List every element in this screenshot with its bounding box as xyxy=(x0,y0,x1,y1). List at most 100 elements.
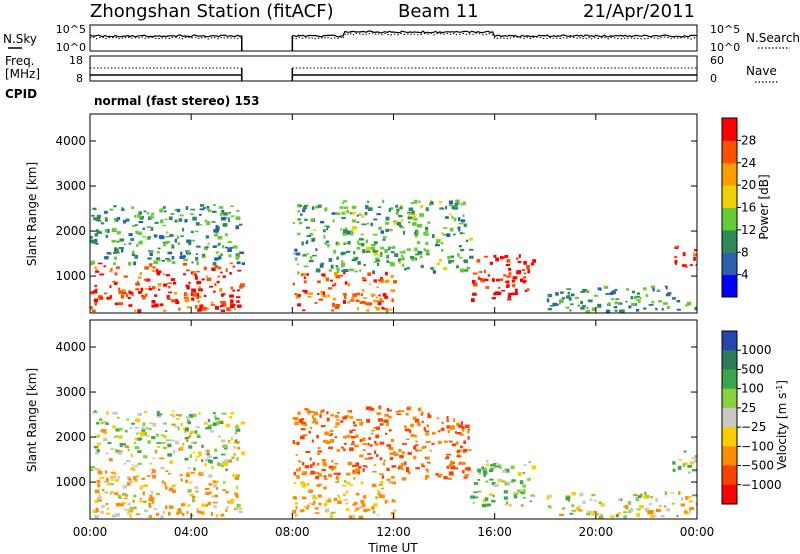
echo-cell-1 xyxy=(207,455,212,458)
echo-cell-2 xyxy=(318,483,322,486)
echo-cell-0 xyxy=(201,471,205,475)
echo-cell-1 xyxy=(160,434,165,437)
echo-cell-4 xyxy=(527,288,530,291)
echo-cell-2 xyxy=(348,515,353,519)
echo-cell-3 xyxy=(441,248,444,252)
echo-cell-4 xyxy=(482,499,487,503)
echo-cell-3 xyxy=(424,233,429,236)
echo-cell-3 xyxy=(405,438,410,441)
echo-cell-1 xyxy=(156,414,160,416)
echo-cell-0 xyxy=(238,507,242,510)
echo-cell-3 xyxy=(412,221,417,226)
echo-cell-4 xyxy=(492,495,495,498)
echo-cell-5 xyxy=(565,496,570,501)
echo-cell-2 xyxy=(375,296,379,299)
echo-cell-0 xyxy=(94,284,97,288)
echo-cell-4 xyxy=(484,269,486,274)
echo-cell-5 xyxy=(622,309,625,313)
echo-cell-1 xyxy=(175,414,179,416)
echo-cell-5 xyxy=(585,309,591,313)
noise-left-tick-bottom: 10^0 xyxy=(56,41,86,54)
echo-cell-3 xyxy=(368,457,374,460)
echo-cell-0 xyxy=(220,271,223,274)
echo-cell-1 xyxy=(196,455,200,458)
echo-cell-0 xyxy=(222,489,226,491)
echo-cell-1 xyxy=(201,444,204,448)
echo-cell-3 xyxy=(340,228,343,231)
echo-cell-3 xyxy=(353,477,356,480)
echo-cell-0 xyxy=(186,511,189,515)
echo-cell-1 xyxy=(193,467,196,471)
echo-cell-1 xyxy=(117,216,121,221)
echo-cell-3 xyxy=(314,421,319,425)
echo-cell-1 xyxy=(137,413,143,416)
echo-cell-2 xyxy=(343,295,347,300)
x-tick-label: 00:00 xyxy=(680,525,715,539)
echo-cell-4 xyxy=(498,464,502,468)
echo-cell-1 xyxy=(100,222,105,225)
echo-cell-3 xyxy=(326,411,329,415)
echo-cell-1 xyxy=(104,210,108,214)
echo-cell-5 xyxy=(567,499,571,502)
echo-cell-0 xyxy=(212,501,218,504)
echo-cell-3 xyxy=(406,469,410,473)
echo-cell-1 xyxy=(117,416,120,419)
echo-cell-1 xyxy=(145,426,149,430)
echo-cell-0 xyxy=(183,273,186,276)
velocity-colorbar-segment xyxy=(722,331,737,351)
echo-cell-0 xyxy=(171,299,176,303)
echo-cell-1 xyxy=(206,208,210,210)
echo-cell-2 xyxy=(355,299,360,303)
echo-cell-4 xyxy=(514,496,518,499)
echo-cell-3 xyxy=(296,263,299,265)
echo-cell-1 xyxy=(235,429,241,432)
echo-cell-3 xyxy=(302,208,306,213)
echo-cell-2 xyxy=(387,308,393,311)
echo-cell-3 xyxy=(352,421,356,424)
echo-cell-0 xyxy=(151,286,156,290)
echo-cell-1 xyxy=(114,435,119,438)
echo-cell-3 xyxy=(354,468,360,473)
echo-cell-4 xyxy=(505,264,510,267)
echo-cell-3 xyxy=(404,461,407,466)
echo-cell-1 xyxy=(140,240,143,243)
echo-cell-3 xyxy=(400,226,405,229)
echo-cell-1 xyxy=(146,212,150,215)
echo-cell-0 xyxy=(213,483,217,488)
echo-cell-0 xyxy=(137,309,142,313)
echo-cell-1 xyxy=(113,262,116,266)
echo-cell-3 xyxy=(373,464,377,466)
echo-cell-0 xyxy=(165,485,168,490)
echo-cell-4 xyxy=(477,276,480,279)
echo-cell-1 xyxy=(225,233,228,237)
echo-cell-1 xyxy=(195,230,199,233)
echo-cell-1 xyxy=(203,248,209,250)
echo-cell-1 xyxy=(235,225,239,230)
echo-cell-1 xyxy=(100,422,104,425)
echo-cell-0 xyxy=(236,300,240,303)
echo-cell-6 xyxy=(677,466,682,470)
echo-cell-1 xyxy=(143,455,148,459)
echo-cell-1 xyxy=(185,427,189,432)
echo-cell-2 xyxy=(362,297,368,299)
echo-cell-3 xyxy=(414,199,418,204)
echo-cell-2 xyxy=(302,273,307,276)
echo-cell-0 xyxy=(162,309,167,312)
echo-cell-3 xyxy=(370,243,376,247)
echo-cell-3 xyxy=(370,222,373,227)
echo-cell-0 xyxy=(134,309,137,312)
echo-cell-1 xyxy=(217,462,220,466)
echo-cell-5 xyxy=(680,503,685,507)
echo-cell-1 xyxy=(215,226,220,231)
echo-cell-2 xyxy=(292,282,295,286)
echo-cell-1 xyxy=(91,240,96,244)
echo-cell-3 xyxy=(343,442,347,445)
echo-cell-3 xyxy=(437,440,442,444)
echo-cell-1 xyxy=(182,442,185,446)
echo-cell-4 xyxy=(511,479,516,482)
echo-cell-3 xyxy=(311,415,314,419)
echo-cell-1 xyxy=(147,440,151,444)
echo-cell-1 xyxy=(149,252,153,256)
echo-cell-1 xyxy=(112,411,118,415)
